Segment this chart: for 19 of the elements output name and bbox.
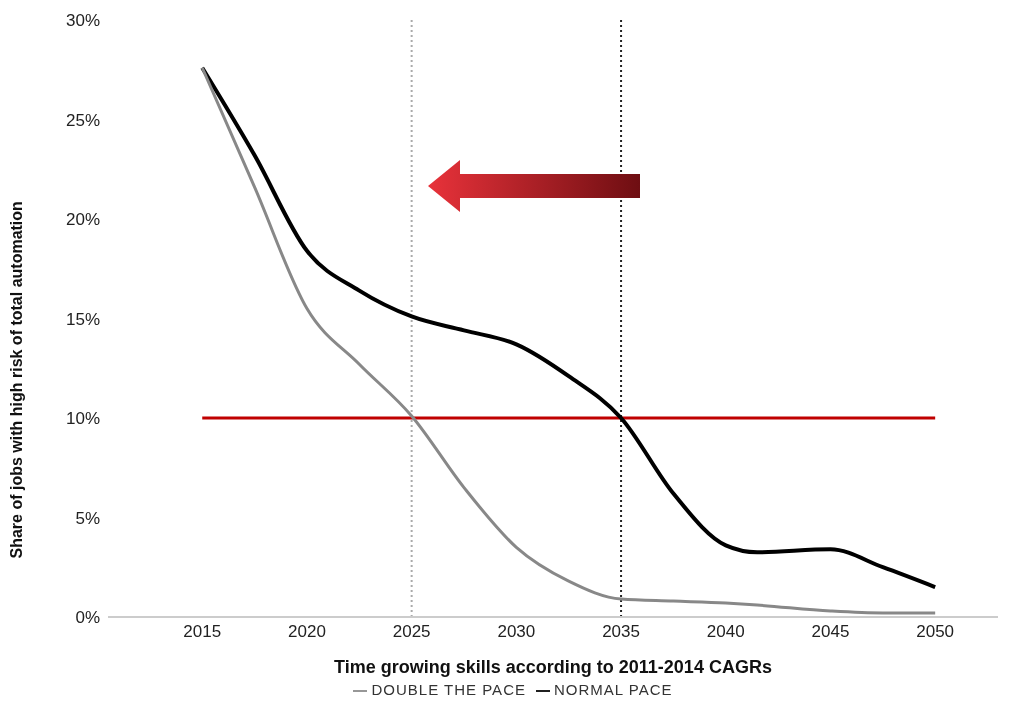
x-tick-label: 2035 <box>602 622 640 642</box>
x-tick-label: 2020 <box>288 622 326 642</box>
y-tick-label: 10% <box>65 409 100 429</box>
x-tick-label: 2015 <box>183 622 222 642</box>
y-tick-label: 5% <box>75 508 100 528</box>
x-tick-label: 2045 <box>811 622 850 642</box>
y-tick-label: 30% <box>65 11 100 31</box>
y-axis-title: Share of jobs with high risk of total automation <box>7 201 25 559</box>
x-tick-label: 2025 <box>392 622 431 642</box>
x-tick-label: 2030 <box>497 622 536 642</box>
y-tick-label: 0% <box>75 608 100 627</box>
y-tick-label: 15% <box>65 309 100 329</box>
x-tick-label: 2050 <box>916 622 955 642</box>
legend-label: NORMAL PACE <box>553 680 673 698</box>
y-tick-label: 20% <box>65 210 100 230</box>
x-axis-title: Time growing skills according to 2011-2014 CAGRs <box>334 656 772 677</box>
y-tick-label: 25% <box>65 110 100 130</box>
legend-label: DOUBLE THE PACE <box>371 680 526 698</box>
x-tick-label: 2040 <box>706 622 745 642</box>
